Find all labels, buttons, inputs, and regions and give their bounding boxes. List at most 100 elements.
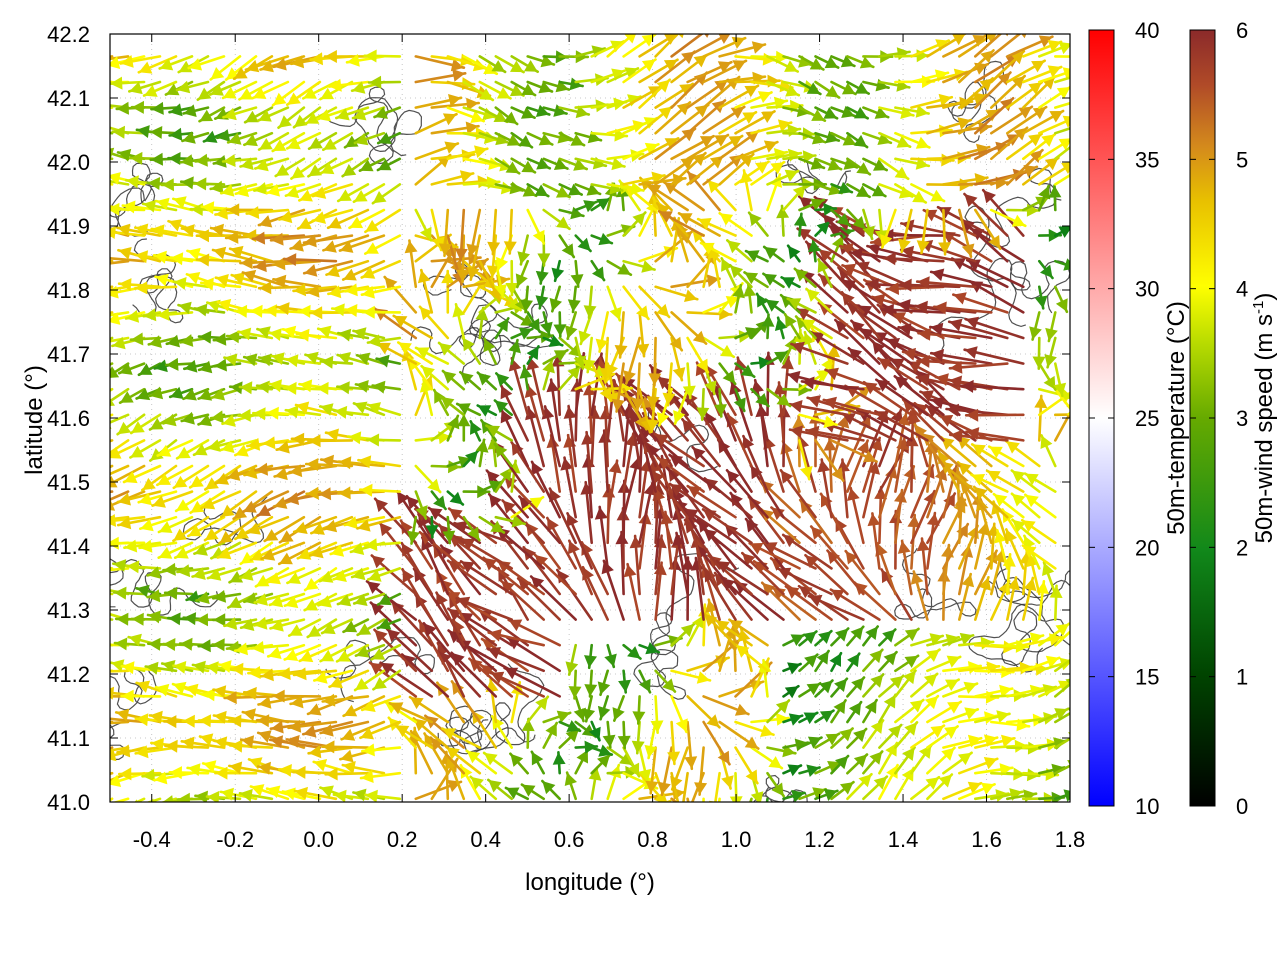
wind-arrow-head — [235, 527, 249, 539]
wind-arrow-head — [97, 712, 110, 725]
wind-arrow — [359, 720, 402, 740]
wind-arrow-head — [318, 595, 332, 608]
wind-arrow-head — [380, 662, 395, 675]
wind-arrow — [698, 603, 711, 647]
wind-arrow-shaft — [686, 797, 690, 802]
wind-arrow — [584, 669, 598, 698]
wind-arrow — [668, 482, 721, 519]
wind-arrow-head — [111, 659, 125, 672]
wind-arrow-head — [461, 561, 475, 574]
wind-arrow — [878, 763, 899, 801]
wind-arrow-head — [297, 547, 312, 560]
wind-arrow-head — [83, 501, 97, 513]
wind-arrow — [504, 786, 530, 801]
wind-arrow-head — [883, 652, 897, 666]
wind-arrow-head — [857, 440, 870, 455]
wind-arrow-head — [1073, 165, 1087, 177]
wind-arrow — [499, 579, 546, 621]
wind-arrow-head — [858, 774, 872, 788]
wind-arrow — [441, 727, 482, 749]
wind-arrow-head — [84, 124, 97, 137]
wind-arrow-head — [158, 521, 173, 533]
wind-arrow — [1038, 680, 1070, 698]
wind-arrow-head — [930, 725, 944, 738]
contour-line — [110, 558, 219, 616]
wind-arrow-head — [697, 817, 710, 830]
wind-arrow — [303, 567, 338, 592]
wind-arrow-head — [407, 530, 420, 544]
wind-arrow — [1005, 576, 1020, 621]
wind-arrow-head — [342, 761, 356, 774]
wind-arrow-head — [442, 530, 456, 544]
wind-arrow — [782, 662, 802, 675]
wind-arrow — [520, 783, 546, 801]
wind-arrow — [814, 732, 841, 749]
wind-arrow-head — [644, 744, 658, 758]
wind-arrow-head — [242, 708, 256, 721]
wind-arrow-head — [631, 740, 645, 754]
wind-arrow-head — [617, 735, 631, 749]
wind-arrow — [972, 485, 1009, 519]
wind-arrow — [356, 515, 402, 532]
wind-arrow-head — [675, 718, 688, 732]
wind-arrow — [734, 720, 775, 737]
wind-arrow-head — [353, 788, 367, 802]
wind-arrow-head — [165, 739, 178, 753]
wind-arrow-head — [489, 494, 502, 508]
wind-arrow-head — [436, 592, 448, 607]
wind-arrow-head — [750, 465, 763, 480]
wind-arrow-head — [138, 492, 152, 506]
wind-arrow-head — [350, 542, 365, 555]
wind-arrow — [973, 684, 1014, 698]
wind-arrow — [958, 479, 993, 519]
wind-arrow — [1054, 678, 1070, 698]
wind-arrow — [324, 767, 370, 781]
wind-arrow — [180, 736, 226, 750]
wind-arrow-head — [825, 733, 840, 746]
wind-arrow-head — [250, 784, 265, 797]
wind-arrow-head — [734, 703, 749, 716]
wind-arrow-head — [511, 514, 525, 528]
wind-arrow — [253, 592, 290, 606]
wind-arrow-head — [964, 707, 978, 720]
wind-arrow — [360, 695, 402, 712]
wind-arrow — [942, 522, 970, 570]
wind-arrow — [342, 618, 370, 634]
wind-arrow-head — [306, 486, 319, 500]
wind-arrow — [766, 771, 786, 798]
wind-arrow-head — [213, 710, 227, 724]
wind-arrow — [910, 672, 939, 698]
wind-arrow — [341, 761, 386, 775]
wind-arrow-head — [378, 593, 392, 606]
wind-arrow — [558, 720, 582, 733]
wind-arrow — [487, 629, 546, 647]
wind-arrow — [201, 760, 242, 775]
wind-arrow — [134, 797, 162, 802]
wind-arrow-head — [218, 660, 232, 673]
wind-arrow — [238, 567, 274, 581]
wind-arrow-head — [241, 735, 255, 749]
wind-arrow-head — [217, 547, 232, 560]
wind-arrow-head — [750, 791, 764, 802]
wind-arrow-head — [845, 551, 859, 565]
wind-arrow-head — [118, 516, 132, 530]
wind-arrow-head — [680, 624, 694, 637]
wind-arrow-head — [835, 756, 849, 770]
wind-arrow — [782, 713, 804, 726]
wind-arrow — [455, 596, 514, 621]
wind-arrow — [798, 681, 822, 698]
contour-line — [437, 663, 545, 755]
wind-arrow-head — [113, 559, 127, 572]
wind-arrow — [582, 695, 596, 723]
wind-arrow-head — [961, 574, 975, 588]
wind-arrow — [110, 643, 114, 647]
wind-arrow-head — [869, 751, 883, 765]
wind-arrow — [604, 643, 617, 669]
wind-arrow-head — [511, 442, 524, 456]
wind-arrow — [588, 766, 602, 801]
wind-arrow-head — [374, 629, 388, 643]
wind-arrow — [597, 695, 611, 721]
wind-arrow-head — [547, 518, 559, 532]
wind-arrow — [878, 650, 898, 673]
